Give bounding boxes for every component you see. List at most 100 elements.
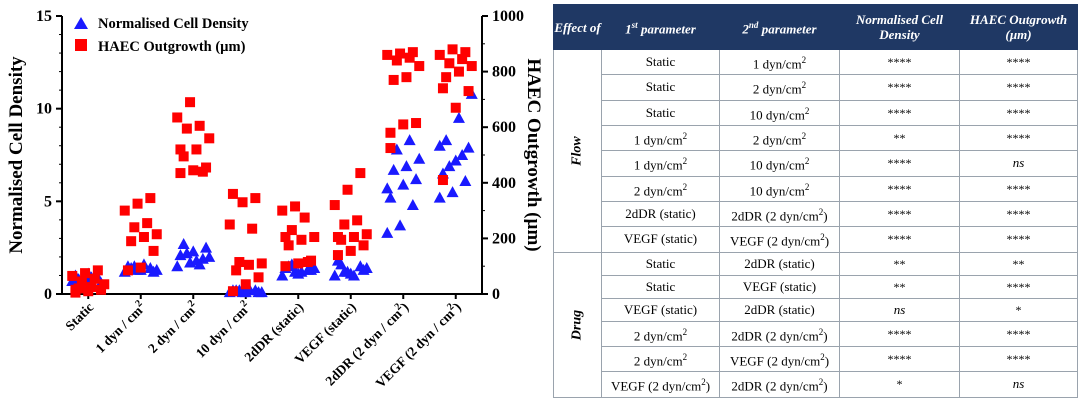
outgrowth-significance-cell: ns [959, 150, 1078, 177]
left-tick-label: 10 [36, 101, 52, 118]
table-header-cell: 1st parameter [601, 4, 720, 50]
outgrowth-point [385, 143, 396, 154]
density-significance-cell: **** [839, 226, 960, 253]
outgrowth-point [444, 58, 455, 69]
right-tick-label: 800 [492, 64, 516, 81]
outgrowth-point [391, 55, 402, 66]
left-tick-label: 0 [44, 286, 52, 303]
x-category-label: Static [62, 300, 96, 334]
outgrowth-point [398, 119, 409, 130]
outgrowth-point [299, 212, 310, 223]
outgrowth-point [227, 286, 238, 297]
outgrowth-point [224, 219, 235, 230]
outgrowth-point [243, 259, 254, 270]
outgrowth-point [129, 222, 140, 233]
outgrowth-point [342, 184, 353, 195]
outgrowth-significance-cell: **** [959, 345, 1078, 373]
outgrowth-point [280, 232, 291, 243]
table-header-cell: 2nd parameter [719, 4, 840, 50]
outgrowth-point [453, 66, 464, 77]
outgrowth-point [463, 86, 474, 97]
outgrowth-significance-cell: **** [959, 226, 1078, 253]
outgrowth-point [395, 48, 406, 59]
second-parameter-cell: VEGF (static) [719, 274, 840, 299]
outgrowth-significance-cell: **** [959, 200, 1078, 228]
outgrowth-point [76, 276, 87, 287]
first-parameter-cell: VEGF (static) [601, 297, 720, 322]
legend-square-marker [75, 39, 87, 51]
outgrowth-significance-cell: **** [959, 99, 1078, 126]
outgrowth-point [70, 284, 81, 295]
first-parameter-cell: Static [601, 74, 720, 101]
outgrowth-point [231, 265, 242, 276]
outgrowth-point [135, 262, 146, 273]
right-axis: 0 200 400 600 800 1000 HAEC Outgrowth (µm) [482, 8, 544, 303]
density-significance-cell: **** [839, 48, 960, 76]
outgrowth-point [122, 265, 133, 276]
table-row: VEGF (static) VEGF (2 dyn/cm2) **** **** [554, 226, 1078, 253]
legend-triangle-marker [74, 17, 88, 29]
comparison-table: Effect of 1st parameter 2nd parameter Norma… [553, 4, 1078, 398]
outgrowth-point [145, 193, 156, 204]
outgrowth-point [175, 168, 186, 179]
density-point [177, 237, 190, 249]
outgrowth-significance-cell: * [959, 297, 1078, 322]
density-point [394, 219, 407, 231]
outgrowth-point [96, 284, 107, 295]
density-significance-cell: **** [839, 175, 960, 202]
density-point [328, 269, 341, 281]
outgrowth-point [197, 166, 208, 177]
density-significance-cell: ** [839, 251, 960, 276]
second-parameter-cell: VEGF (2 dyn/cm2) [719, 226, 840, 253]
outgrowth-point [234, 257, 245, 268]
right-tick-label: 200 [492, 230, 516, 247]
effect-group-label: Flow [569, 136, 585, 166]
outgrowth-point [191, 144, 202, 155]
outgrowth-point [352, 215, 363, 226]
outgrowth-point [348, 232, 359, 243]
first-parameter-cell: Static [601, 251, 720, 276]
outgrowth-point [283, 240, 294, 251]
outgrowth-point [86, 282, 97, 293]
outgrowth-point [441, 72, 452, 83]
second-parameter-cell: 10 dyn/cm2 [719, 99, 840, 126]
left-tick-label: 15 [36, 8, 52, 25]
second-parameter-cell: 2dDR (static) [719, 251, 840, 276]
density-point [397, 178, 410, 190]
table-row: 2 dyn/cm2 VEGF (2 dyn/cm2) **** **** [554, 345, 1078, 373]
density-point [295, 265, 308, 277]
outgrowth-point [240, 279, 251, 290]
density-point [443, 160, 456, 172]
legend-label-density: Normalised Cell Density [98, 16, 249, 32]
outgrowth-point [227, 188, 238, 199]
outgrowth-significance-cell: **** [959, 74, 1078, 101]
second-parameter-cell: 2dDR (static) [719, 297, 840, 322]
density-point [360, 262, 373, 274]
table-row: VEGF (static) 2dDR (static) ns * [554, 297, 1078, 322]
outgrowth-point [345, 245, 356, 256]
outgrowth-point [332, 250, 343, 261]
outgrowth-point [194, 120, 205, 131]
table-row: 1 dyn/cm2 2 dyn/cm2 ** **** [554, 124, 1078, 152]
second-parameter-cell: 2 dyn/cm2 [719, 74, 840, 101]
density-point [456, 149, 469, 160]
outgrowth-point [181, 123, 192, 134]
second-parameter-cell: 1 dyn/cm2 [719, 48, 840, 76]
first-parameter-cell: 2dDR (static) [601, 200, 720, 228]
outgrowth-point [414, 61, 425, 72]
density-significance-cell: **** [839, 99, 960, 126]
effect-group-label: Drug [569, 309, 585, 340]
outgrowth-point [280, 261, 291, 272]
density-point [413, 152, 426, 164]
legend: Normalised Cell Density HAEC Outgrowth (µ… [74, 16, 249, 55]
density-significance-cell: **** [839, 150, 960, 177]
table-row: Drug Static 2dDR (static) ** ** [553, 251, 1078, 398]
outgrowth-point [142, 218, 153, 229]
outgrowth-point [253, 272, 264, 283]
table-row: Static VEGF (static) ** **** [554, 274, 1078, 299]
outgrowth-point [151, 229, 162, 240]
first-parameter-cell: 1 dyn/cm2 [601, 150, 720, 177]
density-point [381, 226, 394, 238]
outgrowth-point [407, 47, 418, 58]
